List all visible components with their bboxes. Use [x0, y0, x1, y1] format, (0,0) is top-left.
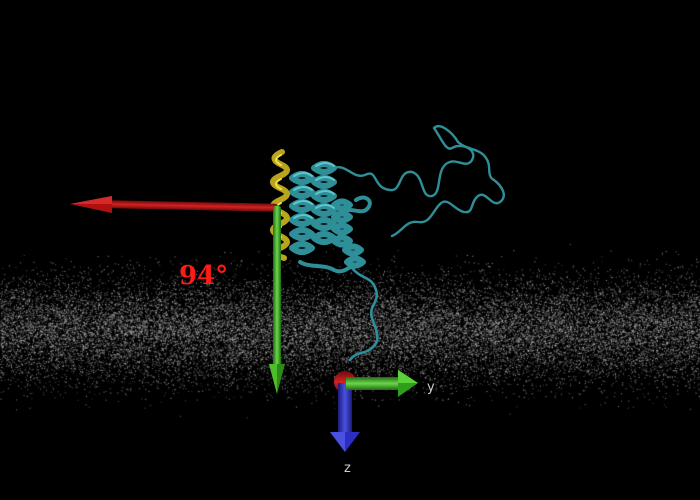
- protein-loop-upper: [328, 125, 505, 238]
- protein-ribbon: [289, 125, 505, 362]
- protein-helix-highlights: [293, 162, 335, 219]
- membrane-normal-vector: [269, 206, 285, 394]
- y-axis-label: y: [427, 380, 435, 395]
- tilt-angle-label: 94°: [179, 261, 228, 291]
- protein-helix-bundle: [289, 161, 372, 274]
- helix-tilt-vector: [70, 196, 279, 213]
- protein-loop-lower: [348, 266, 379, 362]
- y-axis-shaft: [346, 377, 400, 390]
- helix-coil-highlight: [275, 154, 282, 238]
- z-axis-label: z: [344, 461, 351, 476]
- axes-triad: y z: [330, 370, 435, 476]
- z-axis-shaft: [338, 383, 352, 435]
